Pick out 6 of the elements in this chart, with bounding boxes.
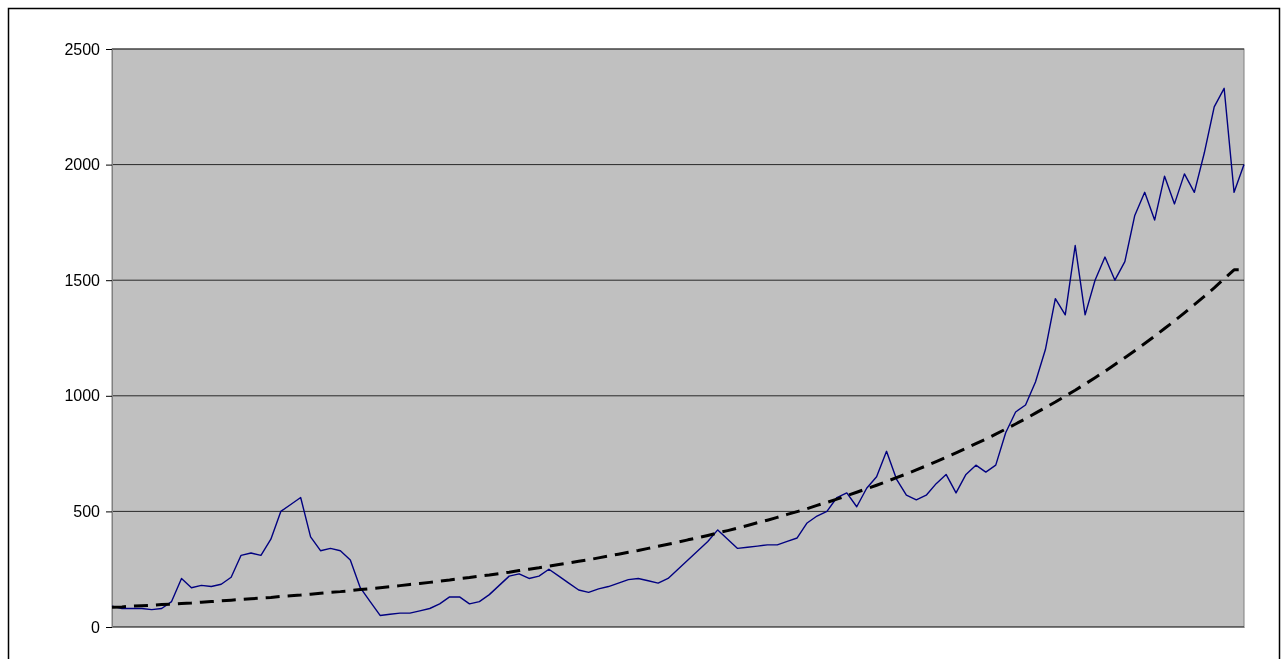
y-tick-label: 500 (73, 503, 101, 521)
y-tick-label: 1500 (64, 271, 101, 289)
y-tick-label: 2500 (64, 40, 101, 58)
y-tick-label: 0 (91, 618, 101, 636)
y-tick-label: 1000 (64, 387, 101, 405)
y-tick-label: 2000 (64, 156, 101, 174)
